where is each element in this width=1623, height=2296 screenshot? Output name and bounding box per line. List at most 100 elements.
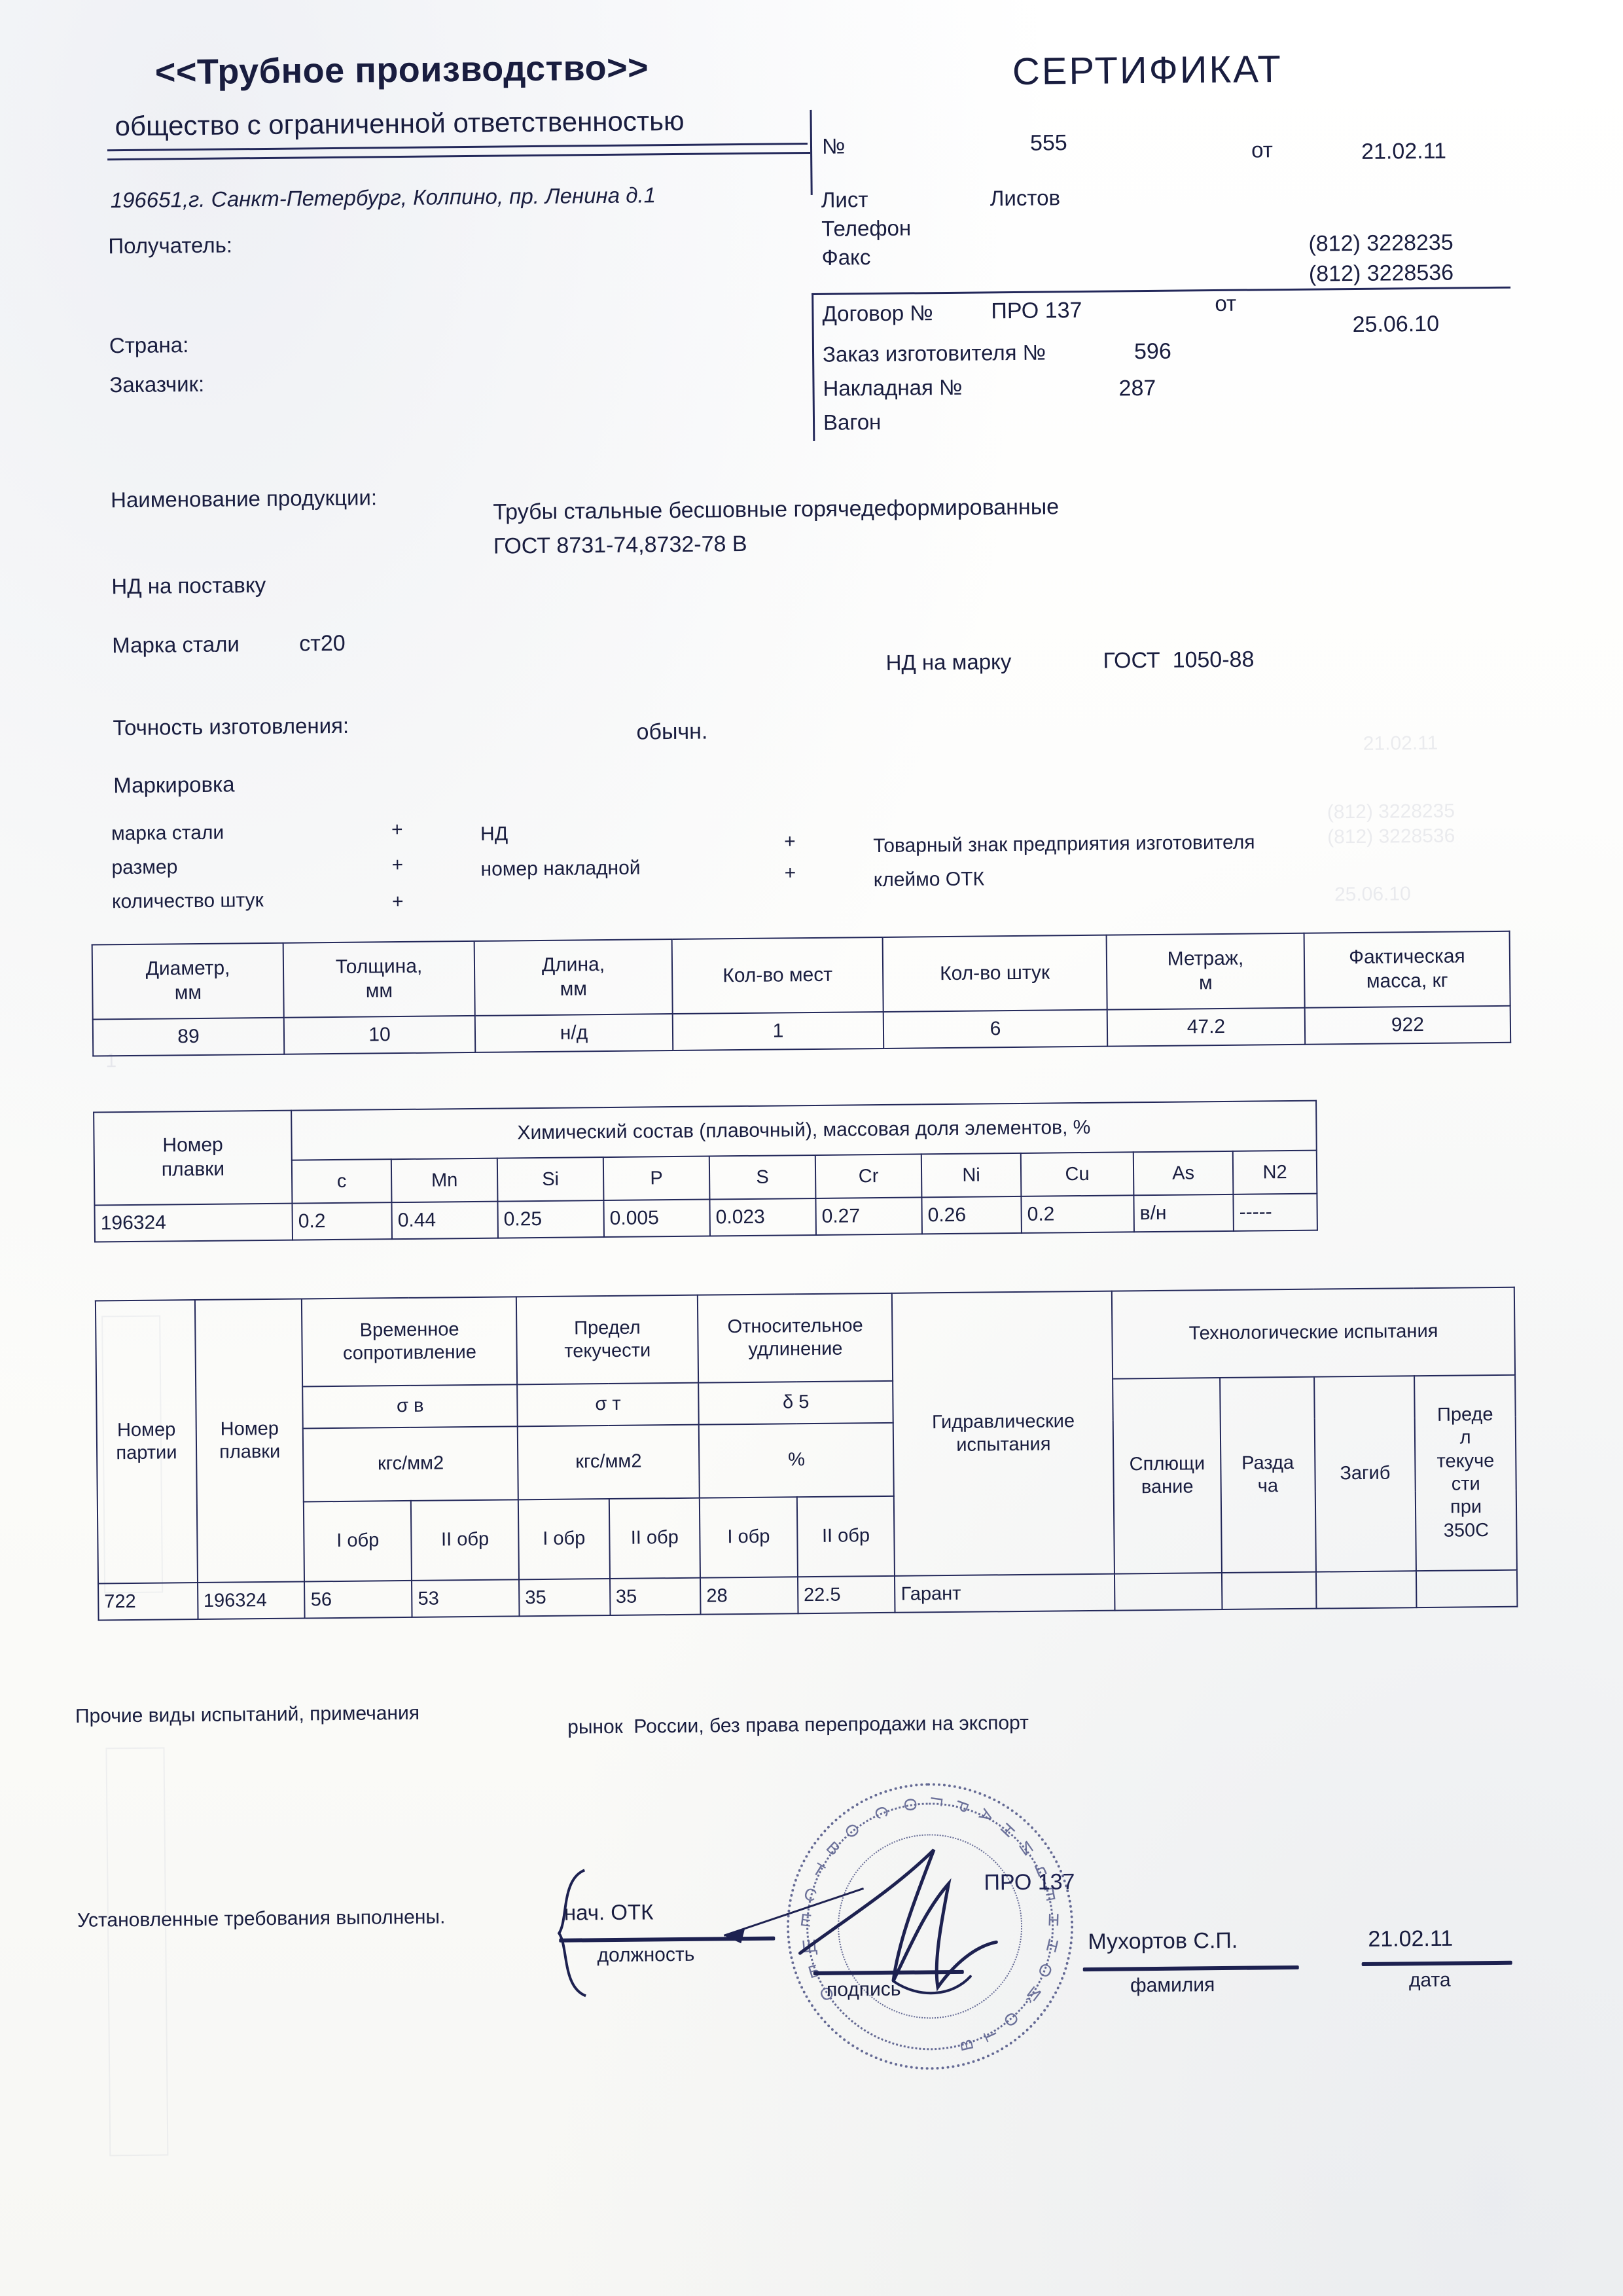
col-meterage: Метраж, м (1106, 933, 1305, 1010)
brace-icon (557, 1869, 586, 1998)
cell-n2: ----- (1233, 1193, 1317, 1231)
steel-grade-label: Марка стали (112, 632, 240, 658)
yield-unit: кгс/мм2 (517, 1424, 700, 1500)
tensile-unit: кгс/мм2 (303, 1426, 518, 1502)
cell-p: 0.005 (603, 1199, 710, 1238)
col-element-mn: Mn (391, 1158, 498, 1203)
cert-divider-1 (812, 286, 1511, 295)
company-stamp: О Б Щ Е С Т В О С О Г Р А Н И Ч Е Н Н О (785, 1782, 1075, 2072)
ghost-artifact-5 (101, 1315, 164, 1594)
marking-mid-0: НД (480, 823, 508, 845)
col-element-si: Si (497, 1157, 604, 1202)
cell-yield-2: 35 (609, 1577, 701, 1616)
col-expansion: Разда ча (1220, 1376, 1316, 1573)
cell-expansion (1221, 1571, 1317, 1610)
marking-heading: Маркировка (113, 772, 235, 798)
marking-mid-mark-0: + (784, 831, 796, 853)
sheet-label: Лист (821, 187, 868, 212)
recipient-label: Получатель: (108, 232, 233, 259)
col-element-cu: Cu (1020, 1152, 1134, 1196)
col-heat-number: Номер плавки (194, 1299, 305, 1583)
tensile-sample-2: II обр (411, 1499, 520, 1581)
marking-left-mark-1: + (391, 853, 404, 876)
contract-number-value: ПРО 137 (991, 297, 1082, 324)
cert-from-label: от (1251, 137, 1274, 162)
cell-cr: 0.27 (815, 1197, 922, 1235)
cell-si: 0.25 (497, 1200, 604, 1238)
header-divider-2 (107, 151, 811, 161)
col-length: Длина, мм (474, 939, 673, 1016)
col-element-s: S (709, 1155, 816, 1200)
cell-diameter: 89 (92, 1017, 285, 1056)
elongation-sample-1: I обр (699, 1497, 798, 1578)
marking-left-1: размер (111, 856, 178, 879)
col-element-p: P (603, 1156, 710, 1201)
cell-length: н/д (474, 1014, 673, 1052)
cell-places: 1 (672, 1011, 884, 1051)
phone-value: (812) 3228235 (1308, 230, 1454, 257)
contract-from-label: от (1215, 291, 1237, 316)
stamp-handwritten-note: ПРО 137 (984, 1869, 1075, 1895)
cell-yield-1: 35 (519, 1579, 611, 1617)
date-underline (1361, 1960, 1512, 1967)
cell-s: 0.023 (709, 1198, 816, 1236)
waybill-label: Накладная № (823, 374, 963, 401)
cell-tensile-1: 56 (304, 1580, 412, 1619)
cell-elongation-1: 28 (700, 1577, 798, 1615)
precision-label: Точность изготовления: (113, 713, 349, 740)
col-heat-number: Номер плавки (94, 1110, 293, 1206)
waybill-value: 287 (1118, 375, 1156, 401)
col-elongation: Относительное удлинение (698, 1293, 893, 1383)
notes-label: Прочие виды испытаний, примечания (75, 1702, 420, 1727)
header-divider-1 (107, 143, 808, 152)
fax-value: (812) 3228536 (1308, 260, 1454, 287)
ghost-artifact-2: (812) 3228235 (1327, 800, 1455, 823)
marking-right-0: Товарный знак предприятия изготовителя (873, 831, 1255, 857)
cell-actual-mass: 922 (1304, 1005, 1511, 1045)
company-address: 196651,г. Санкт-Петербург, Колпино, пр. … (110, 183, 656, 213)
cell-as: в/н (1133, 1194, 1234, 1232)
customer-label: Заказчик: (109, 371, 205, 397)
cell-flattening (1115, 1573, 1222, 1611)
notes-value: рынок России, без права перепродажи на э… (567, 1712, 1029, 1738)
country-label: Страна: (109, 332, 189, 358)
ghost-artifact-3: (812) 3228536 (1327, 825, 1455, 848)
cert-number-value: 555 (1029, 130, 1067, 156)
marking-left-0: марка стали (111, 821, 224, 845)
yield-symbol: σ т (517, 1382, 699, 1427)
fax-label: Факс (821, 245, 871, 270)
table-header-row: Диаметр, мм Толщина, мм Длина, мм Кол-во ме… (92, 931, 1510, 1020)
cell-tensile-2: 53 (412, 1579, 520, 1617)
cell-meterage: 47.2 (1107, 1007, 1306, 1047)
phone-label: Телефон (821, 215, 912, 241)
product-name-line1: Трубы стальные бесшовные горячедеформиро… (493, 494, 1060, 525)
col-pieces: Кол-во штук (882, 935, 1107, 1012)
manufacturer-order-label: Заказ изготовителя № (822, 340, 1046, 367)
cell-hydraulic: Гарант (895, 1573, 1115, 1613)
stamp-ring-text: О Б Щ Е С Т В О С О Г Р А Н И Ч Е Н Н О (798, 1795, 1061, 2053)
col-tensile-strength: Временное сопротивление (302, 1297, 518, 1387)
signature-caption: подпись (826, 1978, 901, 2001)
elongation-symbol: δ 5 (698, 1380, 894, 1425)
ghost-artifact-4: 25.06.10 (1334, 883, 1411, 906)
manufacturer-order-value: 596 (1133, 338, 1171, 365)
cell-heat-number: 196324 (94, 1203, 293, 1242)
surname-underline (1082, 1965, 1299, 1972)
contract-label: Договор № (822, 300, 933, 326)
cert-number-label: № (821, 134, 846, 158)
dimensions-table: Диаметр, мм Толщина, мм Длина, мм Кол-во ме… (92, 931, 1512, 1057)
marking-left-mark-0: + (391, 818, 403, 841)
col-yield-strength: Предел текучести (516, 1295, 699, 1385)
product-name-line2: ГОСТ 8731-74,8732-78 В (493, 531, 747, 559)
cell-heat-number: 196324 (197, 1581, 306, 1620)
position-underline (559, 1936, 776, 1943)
tensile-symbol: σ в (302, 1384, 518, 1429)
nd-grade-label: НД на марку (885, 649, 1012, 675)
mech-header-row-1: Номер партии Номер плавки Временное сопроти… (95, 1287, 1516, 1584)
cert-box-left-border-2 (812, 293, 815, 441)
surname-value: Мухортов С.П. (1088, 1928, 1238, 1955)
steel-grade-value: ст20 (299, 630, 346, 656)
col-thickness: Толщина, мм (283, 941, 475, 1018)
surname-caption: фамилия (1130, 1974, 1215, 1997)
